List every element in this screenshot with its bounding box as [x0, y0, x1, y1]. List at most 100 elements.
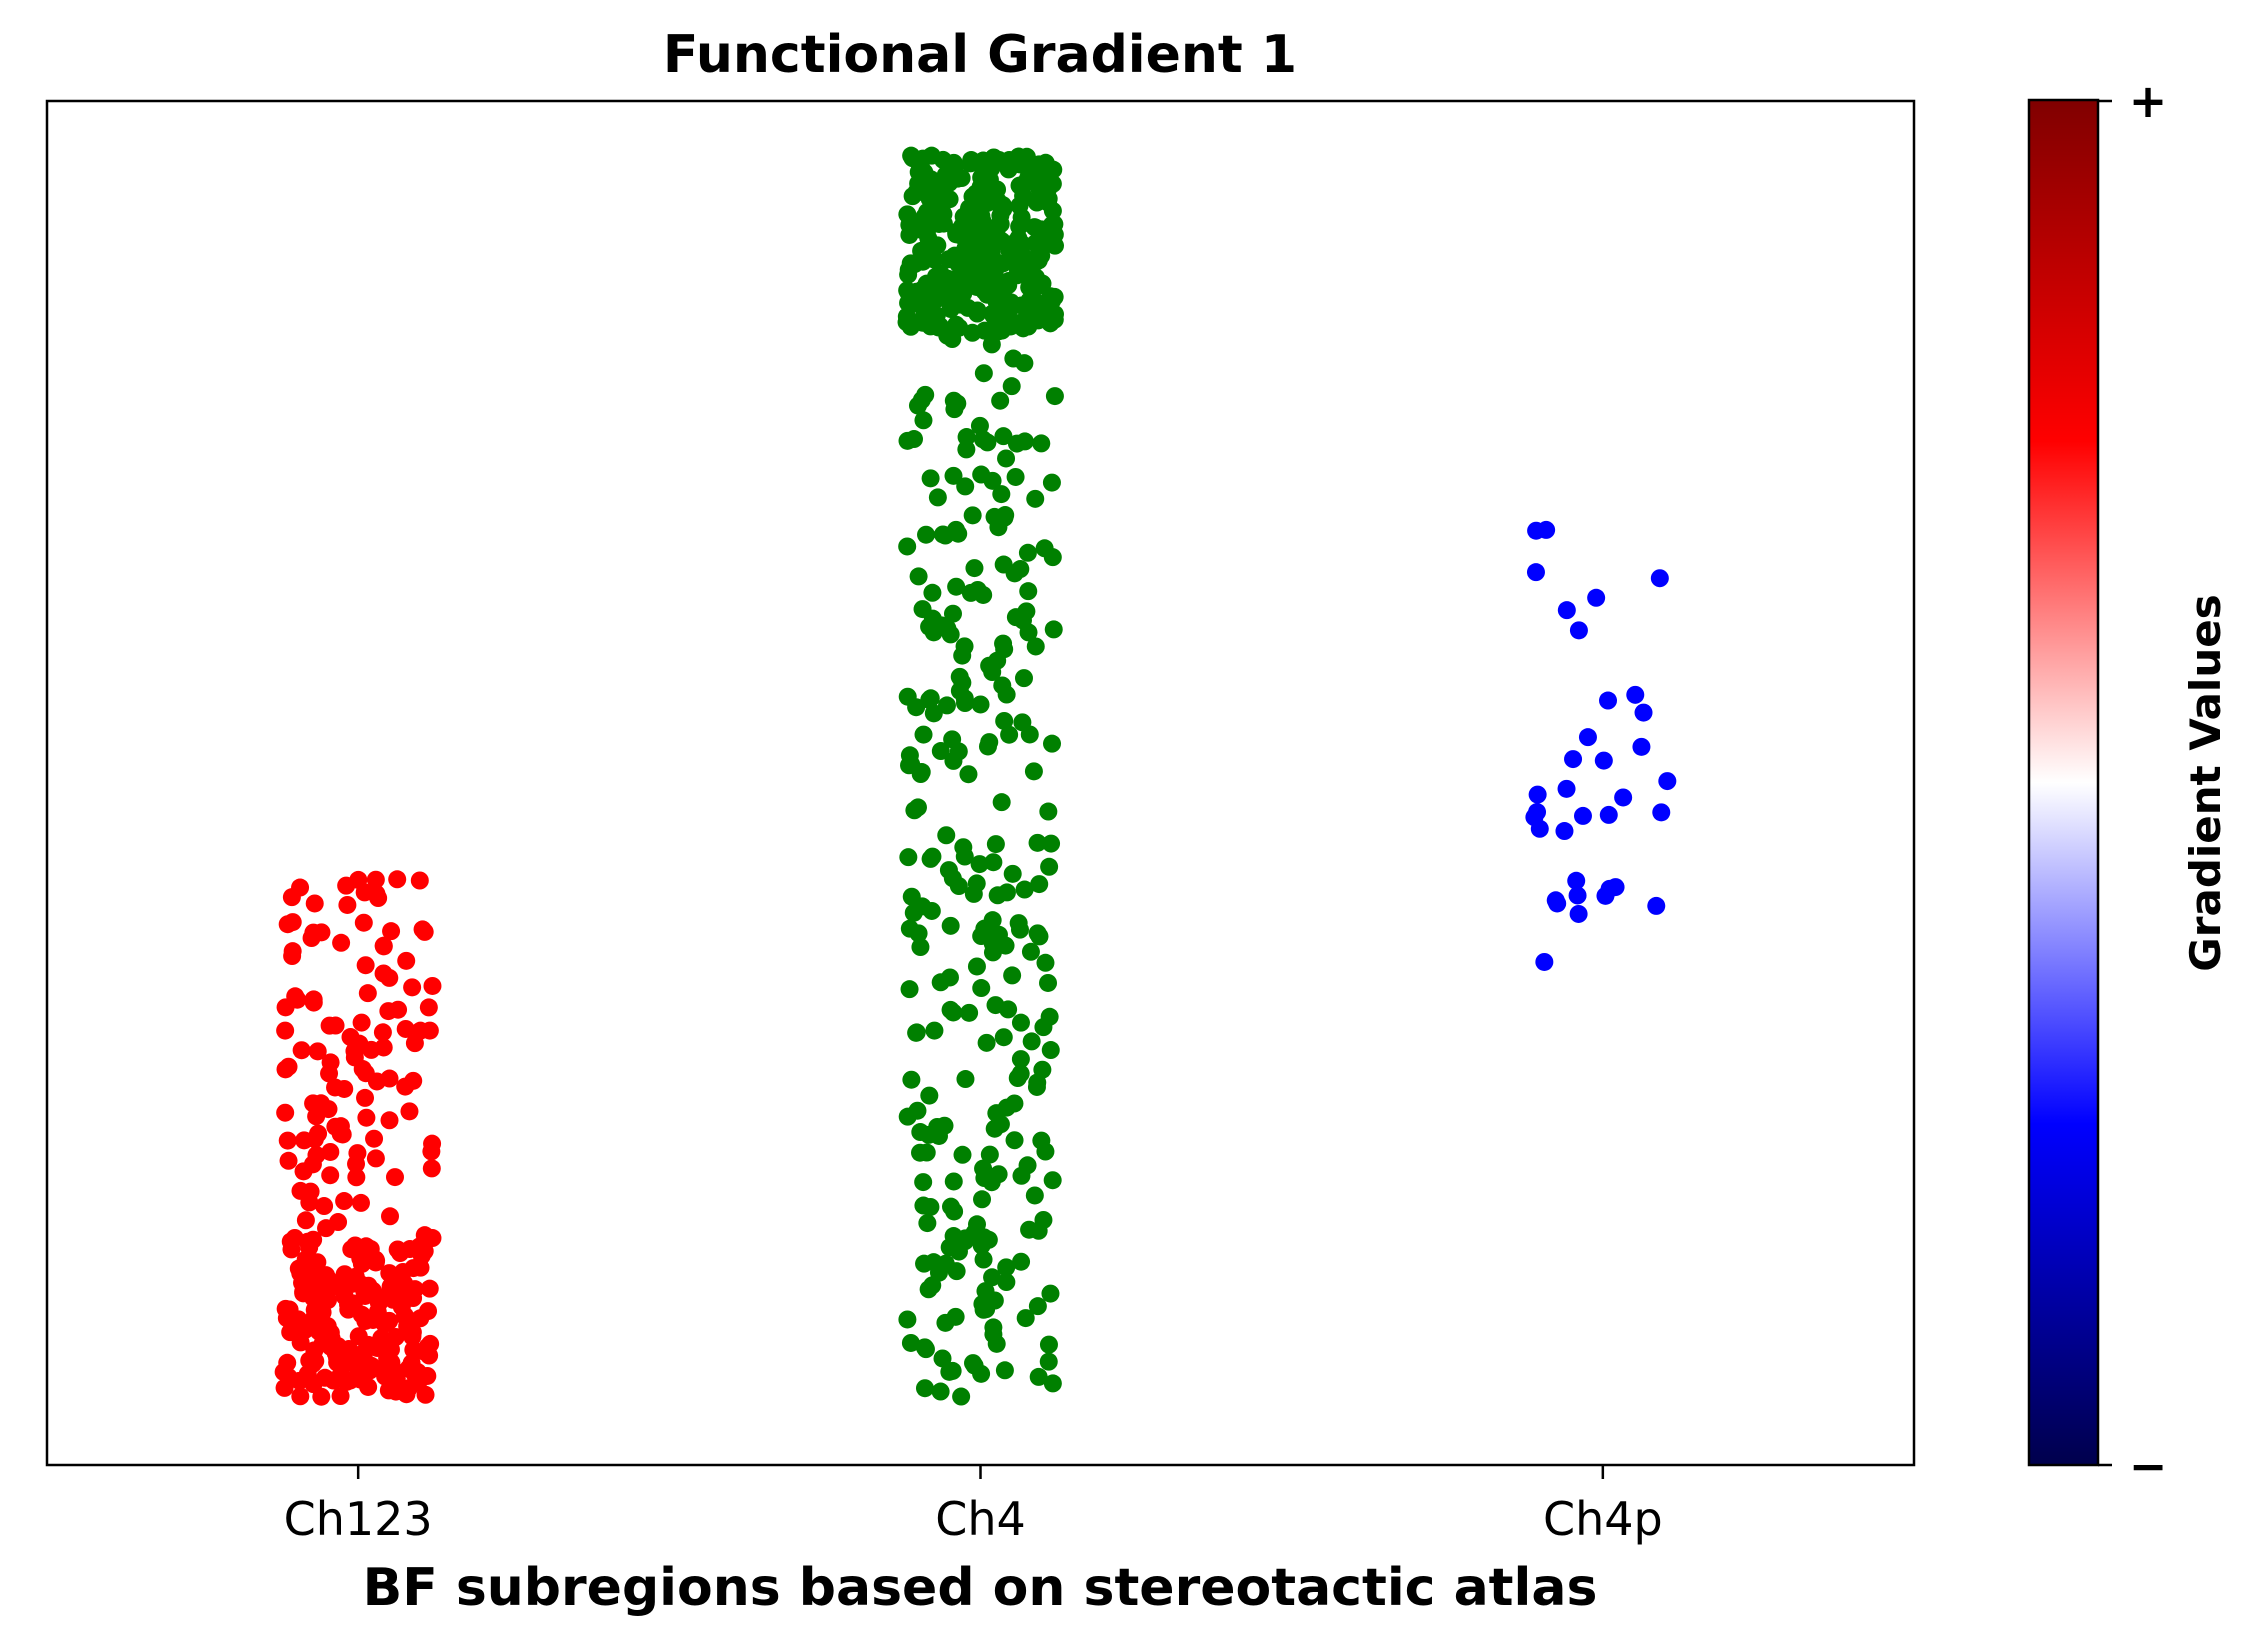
data-point-ch123	[389, 1000, 408, 1019]
data-point-ch123	[351, 1193, 370, 1212]
data-point-ch123	[295, 1256, 314, 1275]
data-point-ch4	[1027, 1077, 1046, 1096]
data-point-ch4p	[1573, 806, 1592, 825]
data-point-ch123	[308, 1042, 327, 1061]
data-point-ch123	[399, 1379, 418, 1398]
data-point-ch4	[1014, 319, 1033, 338]
data-point-ch4	[1028, 924, 1047, 943]
data-point-ch4	[1025, 1186, 1044, 1205]
data-point-ch123	[278, 915, 297, 934]
data-point-ch4	[974, 1250, 993, 1269]
data-point-ch4	[941, 296, 960, 315]
data-point-ch123	[404, 1340, 423, 1359]
data-point-ch123	[347, 1154, 366, 1173]
data-point-ch4	[991, 215, 1010, 234]
data-point-ch4	[1005, 564, 1024, 583]
data-point-ch4	[959, 765, 978, 784]
data-point-ch4	[1039, 1352, 1058, 1371]
data-point-ch4	[994, 427, 1013, 446]
data-point-ch123	[354, 913, 373, 932]
data-point-ch4	[902, 146, 921, 165]
data-point-ch4	[955, 260, 974, 279]
data-point-ch4	[1006, 467, 1025, 486]
data-point-ch123	[358, 984, 377, 1003]
data-point-ch123	[344, 1294, 363, 1313]
data-point-ch123	[356, 1088, 375, 1107]
data-point-ch4	[956, 477, 975, 496]
data-point-ch4	[995, 311, 1014, 330]
data-point-ch123	[419, 998, 438, 1017]
data-point-ch4	[980, 1145, 999, 1164]
data-point-ch123	[326, 1078, 345, 1097]
data-point-ch4	[1015, 880, 1034, 899]
data-point-ch4	[900, 225, 919, 244]
data-point-ch4	[1019, 623, 1038, 642]
data-point-ch4	[937, 696, 956, 715]
data-point-ch4	[1041, 218, 1060, 237]
data-point-ch4	[972, 1236, 991, 1255]
data-point-ch4	[1032, 434, 1051, 453]
data-point-ch123	[355, 1281, 374, 1300]
data-point-ch4	[997, 1273, 1016, 1292]
data-point-ch123	[315, 1197, 334, 1216]
data-point-ch123	[369, 889, 388, 908]
data-point-ch4	[987, 293, 1006, 312]
data-point-ch4p	[1594, 751, 1613, 770]
data-point-ch4	[905, 430, 924, 449]
data-point-ch123	[331, 1387, 350, 1406]
data-point-ch123	[335, 1192, 354, 1211]
data-point-ch123	[403, 978, 422, 997]
data-point-ch4	[1043, 1374, 1062, 1393]
data-point-ch123	[411, 1309, 430, 1328]
data-point-ch4	[1036, 953, 1055, 972]
data-point-ch123	[404, 1289, 423, 1308]
x-tick-label-ch123: Ch123	[284, 1492, 433, 1546]
data-point-ch4	[1043, 1171, 1062, 1190]
data-point-ch123	[379, 1381, 398, 1400]
data-point-ch123	[278, 1131, 297, 1150]
data-point-ch123	[292, 1041, 311, 1060]
data-point-ch4	[997, 883, 1016, 902]
data-point-ch123	[380, 1111, 399, 1130]
data-point-ch123	[345, 1048, 364, 1067]
data-point-ch123	[304, 923, 323, 942]
data-point-ch4	[983, 471, 1002, 490]
data-point-ch123	[309, 1124, 328, 1143]
data-point-ch4	[1035, 171, 1054, 190]
data-point-ch123	[283, 942, 302, 961]
data-point-ch4	[1010, 920, 1029, 939]
data-point-ch4	[938, 326, 957, 345]
data-point-ch4	[908, 1101, 927, 1120]
data-point-ch4	[1029, 245, 1048, 264]
data-point-ch4	[974, 430, 993, 449]
data-point-ch4	[987, 1104, 1006, 1123]
data-point-ch123	[291, 1387, 310, 1406]
data-point-ch4	[924, 623, 943, 642]
data-point-ch123	[347, 1168, 366, 1187]
data-point-ch4p	[1614, 788, 1633, 807]
data-point-ch4	[944, 751, 963, 770]
data-point-ch4p	[1658, 772, 1677, 791]
data-point-ch4	[919, 229, 938, 248]
data-point-ch123	[355, 1241, 374, 1260]
data-point-ch4	[1022, 1032, 1041, 1051]
data-point-ch123	[418, 1366, 437, 1385]
data-point-ch4	[967, 957, 986, 976]
data-point-ch123	[396, 1019, 415, 1038]
data-point-ch4p	[1527, 521, 1546, 540]
data-point-ch4	[968, 301, 987, 320]
data-point-ch4	[1004, 349, 1023, 368]
data-point-ch4	[984, 853, 1003, 872]
data-point-ch4	[944, 466, 963, 485]
data-point-ch4p	[1528, 785, 1547, 804]
data-point-ch4	[966, 186, 985, 205]
data-point-ch4	[950, 667, 969, 686]
data-point-ch123	[326, 1016, 345, 1035]
data-point-ch4	[997, 1258, 1016, 1277]
data-point-ch4	[983, 663, 1002, 682]
data-point-ch123	[420, 1021, 439, 1040]
data-point-ch4	[963, 506, 982, 525]
data-point-ch4	[949, 877, 968, 896]
data-point-ch4p	[1599, 691, 1618, 710]
